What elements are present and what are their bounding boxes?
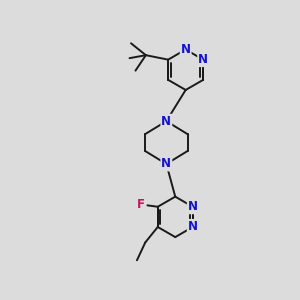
Text: N: N bbox=[188, 220, 198, 233]
Text: F: F bbox=[136, 198, 145, 211]
Text: N: N bbox=[188, 200, 198, 213]
Text: N: N bbox=[161, 115, 171, 128]
Text: N: N bbox=[161, 158, 171, 170]
Text: N: N bbox=[198, 53, 208, 66]
Text: N: N bbox=[181, 43, 191, 56]
